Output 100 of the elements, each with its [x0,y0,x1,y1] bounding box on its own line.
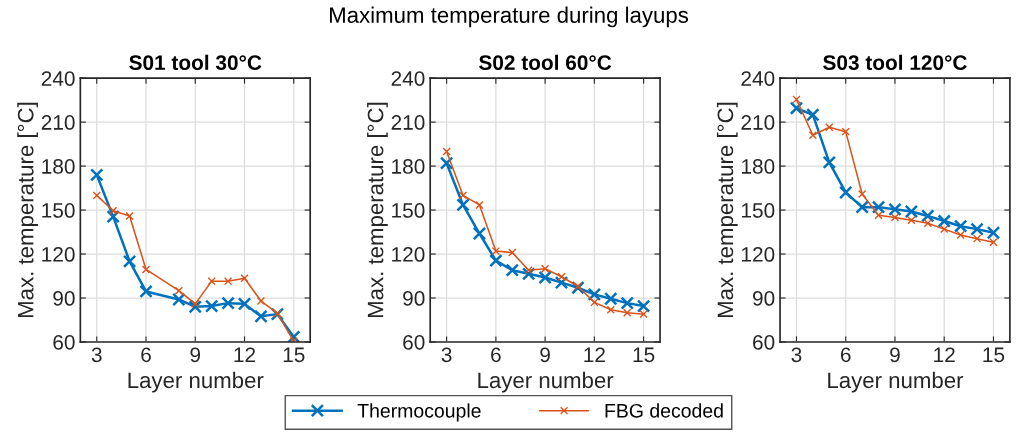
point [524,265,533,275]
x-axis-title: Layer number [828,371,964,393]
point [838,185,853,200]
point [472,226,487,241]
point [986,225,1001,240]
point [174,286,184,295]
y-tick-label: 210 [41,115,75,130]
point [972,234,982,243]
y-tick-label: 150 [42,203,75,218]
point [806,107,820,122]
point [620,296,634,310]
point [636,299,651,313]
point [792,95,801,104]
point [890,213,900,222]
y-tick-label: 90 [752,291,775,306]
point [458,191,468,200]
point [141,265,151,274]
y-tick-label: 180 [742,159,775,174]
chart-title: S03 tool 120°C [823,54,967,71]
point [920,209,935,223]
point [970,222,984,236]
point [874,211,883,220]
x-tick-label: 6 [491,347,501,363]
point [639,309,648,319]
y-tick-label: 120 [742,247,775,262]
point [240,274,249,283]
point [491,246,501,256]
y-tick-label: 120 [42,247,75,262]
point [109,206,118,215]
point [857,189,867,199]
point [606,305,615,314]
point [557,272,566,281]
point [825,123,834,132]
point [937,214,952,228]
x-tick-label: 12 [234,347,256,362]
y-tick-label: 60 [403,334,425,350]
point [254,309,268,324]
x-tick-label: 9 [540,347,550,363]
y-tick-label: 180 [42,159,75,174]
y-tick-label: 60 [753,334,775,350]
y-tick-label: 150 [742,203,775,218]
point [505,263,520,277]
point [456,198,470,212]
point [540,264,550,273]
y-tick-label: 90 [403,291,425,306]
point [237,297,252,311]
point [508,248,517,257]
x-tick-label: 15 [983,347,1005,363]
x-tick-label: 3 [791,347,802,363]
point [122,254,137,269]
point [623,308,632,317]
y-tick-label: 60 [53,334,75,350]
point [940,224,949,234]
point [822,155,837,170]
chart-title: S02 tool 60°C [479,54,612,71]
legend-label: Thermocouple [357,403,481,422]
y-axis-title: Max. temperature [°C] [367,102,388,318]
point [956,230,965,240]
y-tick-label: 240 [741,71,775,86]
x-tick-label: 6 [141,347,151,363]
y-tick-label: 210 [741,115,775,130]
point [953,219,968,233]
x-tick-label: 6 [840,347,851,363]
y-tick-label: 240 [391,71,425,86]
x-tick-label: 12 [584,347,605,362]
x-axis-title: Layer number [478,371,614,393]
x-tick-label: 3 [91,347,102,363]
point [590,298,599,307]
point [139,284,153,299]
point [92,191,101,200]
y-axis-title: Max. temperature [°C] [17,102,38,318]
y-tick-label: 90 [53,291,75,306]
x-tick-label: 15 [633,347,655,363]
y-tick-label: 180 [392,159,425,174]
point [907,216,916,225]
point [841,127,850,136]
point [475,200,484,210]
point [256,296,266,306]
point [442,147,451,156]
x-tick-label: 12 [934,347,955,362]
point [603,291,618,306]
y-tick-label: 120 [392,247,425,262]
point [888,202,902,217]
x-tick-label: 15 [283,347,305,363]
y-tick-label: 210 [391,115,425,130]
point [573,282,583,291]
point [221,296,235,310]
point [207,276,216,286]
point [587,287,602,302]
point [989,238,998,247]
legend-label: FBG decoded [605,403,723,418]
point [855,200,869,214]
point [904,204,919,219]
x-tick-label: 3 [441,347,452,363]
point [489,253,503,268]
point [223,276,233,286]
text: Maximum temperature during layups [330,6,689,28]
point [125,211,134,221]
point [204,299,219,313]
chart-title: S01 tool 30°C [129,54,262,71]
